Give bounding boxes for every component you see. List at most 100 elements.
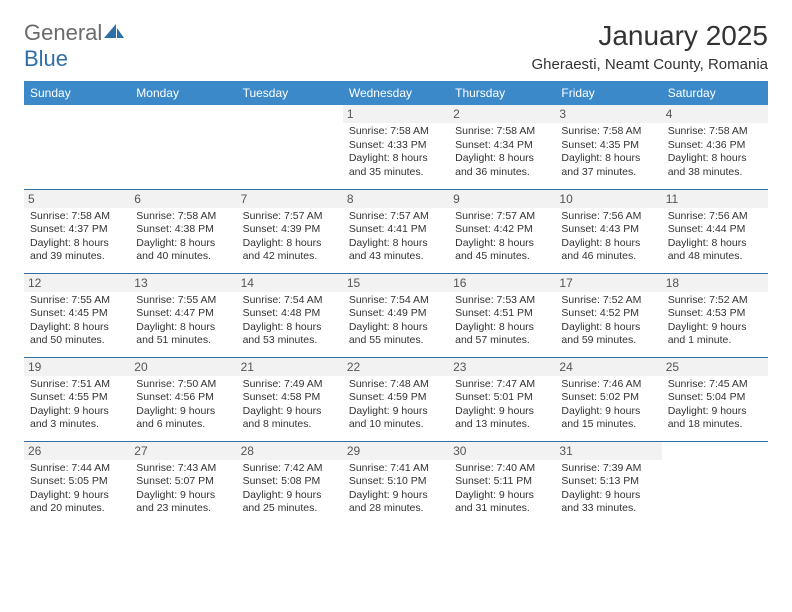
day-number: 26 — [24, 442, 130, 460]
daylight-line-2: and 46 minutes. — [561, 250, 655, 264]
day-details: Sunrise: 7:58 AMSunset: 4:36 PMDaylight:… — [668, 125, 762, 180]
sunrise-line: Sunrise: 7:57 AM — [349, 210, 443, 224]
day-number: 8 — [343, 190, 449, 208]
calendar-cell — [662, 441, 768, 525]
day-header: Sunday — [24, 81, 130, 105]
day-details: Sunrise: 7:46 AMSunset: 5:02 PMDaylight:… — [561, 378, 655, 433]
day-number: 6 — [130, 190, 236, 208]
daylight-line-1: Daylight: 8 hours — [243, 321, 337, 335]
logo-text-blue: Blue — [24, 46, 68, 71]
sunset-line: Sunset: 4:42 PM — [455, 223, 549, 237]
sunrise-line: Sunrise: 7:43 AM — [136, 462, 230, 476]
calendar-cell: 17Sunrise: 7:52 AMSunset: 4:52 PMDayligh… — [555, 273, 661, 357]
calendar-cell — [24, 105, 130, 189]
day-number: 18 — [662, 274, 768, 292]
daylight-line-2: and 57 minutes. — [455, 334, 549, 348]
calendar-cell: 30Sunrise: 7:40 AMSunset: 5:11 PMDayligh… — [449, 441, 555, 525]
day-number: 25 — [662, 358, 768, 376]
daylight-line-1: Daylight: 8 hours — [243, 237, 337, 251]
daylight-line-1: Daylight: 8 hours — [349, 321, 443, 335]
sunrise-line: Sunrise: 7:42 AM — [243, 462, 337, 476]
calendar-cell: 11Sunrise: 7:56 AMSunset: 4:44 PMDayligh… — [662, 189, 768, 273]
day-number: 9 — [449, 190, 555, 208]
sunset-line: Sunset: 5:05 PM — [30, 475, 124, 489]
day-details: Sunrise: 7:58 AMSunset: 4:33 PMDaylight:… — [349, 125, 443, 180]
daylight-line-1: Daylight: 8 hours — [668, 237, 762, 251]
day-details: Sunrise: 7:57 AMSunset: 4:42 PMDaylight:… — [455, 210, 549, 265]
day-number: 19 — [24, 358, 130, 376]
day-details: Sunrise: 7:45 AMSunset: 5:04 PMDaylight:… — [668, 378, 762, 433]
month-title: January 2025 — [532, 20, 769, 52]
sunset-line: Sunset: 4:33 PM — [349, 139, 443, 153]
daylight-line-2: and 1 minute. — [668, 334, 762, 348]
sunset-line: Sunset: 4:52 PM — [561, 307, 655, 321]
sunrise-line: Sunrise: 7:57 AM — [455, 210, 549, 224]
day-number: 3 — [555, 105, 661, 123]
sunrise-line: Sunrise: 7:58 AM — [668, 125, 762, 139]
logo-text-general: General — [24, 20, 102, 45]
day-number: 13 — [130, 274, 236, 292]
day-header: Wednesday — [343, 81, 449, 105]
sunrise-line: Sunrise: 7:48 AM — [349, 378, 443, 392]
daylight-line-2: and 50 minutes. — [30, 334, 124, 348]
daylight-line-1: Daylight: 8 hours — [136, 237, 230, 251]
sunrise-line: Sunrise: 7:53 AM — [455, 294, 549, 308]
daylight-line-1: Daylight: 9 hours — [30, 489, 124, 503]
calendar-cell: 14Sunrise: 7:54 AMSunset: 4:48 PMDayligh… — [237, 273, 343, 357]
logo-sail-icon — [102, 22, 126, 40]
day-number: 20 — [130, 358, 236, 376]
daylight-line-2: and 51 minutes. — [136, 334, 230, 348]
calendar-week-row: 5Sunrise: 7:58 AMSunset: 4:37 PMDaylight… — [24, 189, 768, 273]
calendar-cell: 23Sunrise: 7:47 AMSunset: 5:01 PMDayligh… — [449, 357, 555, 441]
day-details: Sunrise: 7:47 AMSunset: 5:01 PMDaylight:… — [455, 378, 549, 433]
calendar-cell: 2Sunrise: 7:58 AMSunset: 4:34 PMDaylight… — [449, 105, 555, 189]
logo-text: General Blue — [24, 20, 126, 72]
day-details: Sunrise: 7:41 AMSunset: 5:10 PMDaylight:… — [349, 462, 443, 517]
daylight-line-2: and 15 minutes. — [561, 418, 655, 432]
logo: General Blue — [24, 20, 126, 72]
sunset-line: Sunset: 4:59 PM — [349, 391, 443, 405]
sunset-line: Sunset: 4:39 PM — [243, 223, 337, 237]
daylight-line-2: and 39 minutes. — [30, 250, 124, 264]
daylight-line-2: and 18 minutes. — [668, 418, 762, 432]
calendar-cell: 15Sunrise: 7:54 AMSunset: 4:49 PMDayligh… — [343, 273, 449, 357]
daylight-line-2: and 36 minutes. — [455, 166, 549, 180]
daylight-line-1: Daylight: 8 hours — [561, 152, 655, 166]
day-header: Friday — [555, 81, 661, 105]
day-details: Sunrise: 7:58 AMSunset: 4:35 PMDaylight:… — [561, 125, 655, 180]
sunrise-line: Sunrise: 7:49 AM — [243, 378, 337, 392]
daylight-line-1: Daylight: 9 hours — [455, 405, 549, 419]
sunset-line: Sunset: 4:37 PM — [30, 223, 124, 237]
sunrise-line: Sunrise: 7:54 AM — [349, 294, 443, 308]
location: Gheraesti, Neamt County, Romania — [532, 56, 769, 73]
daylight-line-2: and 45 minutes. — [455, 250, 549, 264]
day-number: 21 — [237, 358, 343, 376]
daylight-line-1: Daylight: 9 hours — [561, 405, 655, 419]
sunrise-line: Sunrise: 7:55 AM — [30, 294, 124, 308]
calendar-cell: 5Sunrise: 7:58 AMSunset: 4:37 PMDaylight… — [24, 189, 130, 273]
day-number: 4 — [662, 105, 768, 123]
calendar-week-row: 26Sunrise: 7:44 AMSunset: 5:05 PMDayligh… — [24, 441, 768, 525]
day-number: 22 — [343, 358, 449, 376]
daylight-line-1: Daylight: 8 hours — [30, 237, 124, 251]
day-details: Sunrise: 7:48 AMSunset: 4:59 PMDaylight:… — [349, 378, 443, 433]
day-details: Sunrise: 7:55 AMSunset: 4:47 PMDaylight:… — [136, 294, 230, 349]
daylight-line-2: and 38 minutes. — [668, 166, 762, 180]
day-number: 1 — [343, 105, 449, 123]
day-number: 5 — [24, 190, 130, 208]
day-number: 10 — [555, 190, 661, 208]
sunrise-line: Sunrise: 7:56 AM — [668, 210, 762, 224]
daylight-line-1: Daylight: 8 hours — [455, 237, 549, 251]
day-details: Sunrise: 7:54 AMSunset: 4:48 PMDaylight:… — [243, 294, 337, 349]
day-number: 7 — [237, 190, 343, 208]
day-number: 27 — [130, 442, 236, 460]
daylight-line-2: and 25 minutes. — [243, 502, 337, 516]
sunset-line: Sunset: 4:45 PM — [30, 307, 124, 321]
calendar-cell: 1 Sunrise: 7:58 AMSunset: 4:33 PMDaylight… — [343, 105, 449, 189]
calendar-cell: 27Sunrise: 7:43 AMSunset: 5:07 PMDayligh… — [130, 441, 236, 525]
sunset-line: Sunset: 5:07 PM — [136, 475, 230, 489]
calendar-cell: 16Sunrise: 7:53 AMSunset: 4:51 PMDayligh… — [449, 273, 555, 357]
day-details: Sunrise: 7:56 AMSunset: 4:43 PMDaylight:… — [561, 210, 655, 265]
daylight-line-2: and 23 minutes. — [136, 502, 230, 516]
calendar-cell: 10 Sunrise: 7:56 AMSunset: 4:43 PMDayligh… — [555, 189, 661, 273]
